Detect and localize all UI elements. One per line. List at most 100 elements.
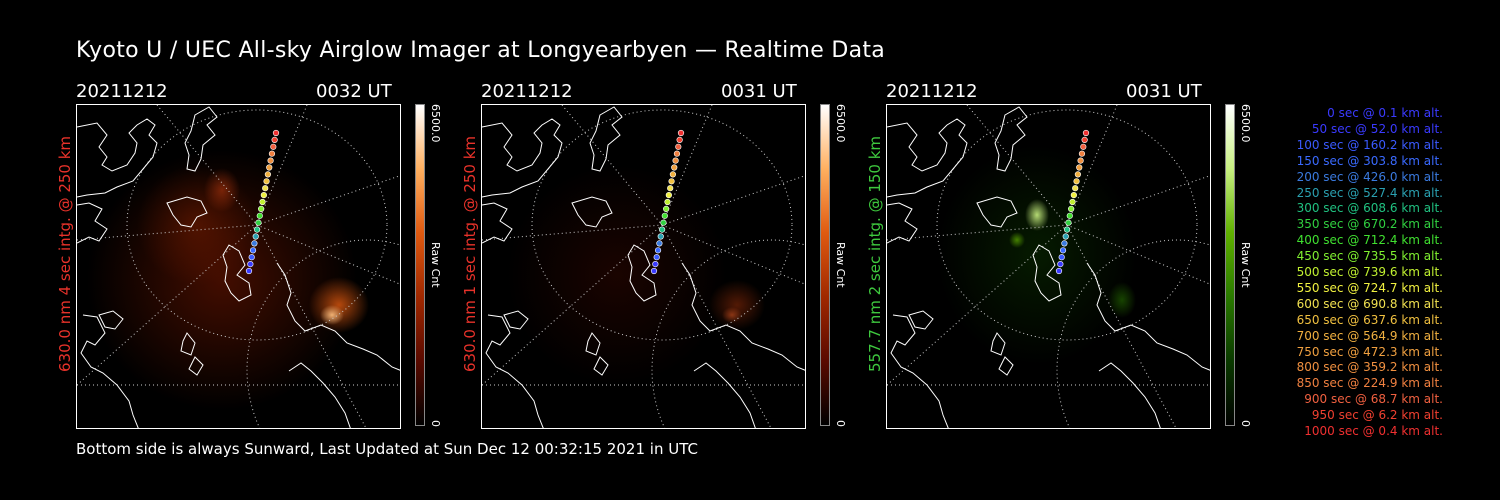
trajectory-dot	[1080, 143, 1087, 150]
trajectory-dot	[1069, 198, 1076, 206]
trajectory-dot	[271, 136, 278, 144]
legend-row: 0 sec @ 0.1 km alt.	[1327, 106, 1443, 120]
trajectory-dot	[251, 240, 258, 247]
legend-row: 950 sec @ 6.2 km alt.	[1311, 408, 1443, 423]
trajectory-dot	[1062, 233, 1069, 240]
trajectory-dot	[676, 136, 683, 144]
panel-2-time: 0031 UT	[721, 81, 797, 102]
trajectory-dot	[1074, 171, 1081, 178]
trajectory-dot	[650, 267, 658, 275]
trajectory-dot	[1076, 164, 1083, 171]
panel-3-date: 20211212	[886, 81, 978, 102]
panel-1-map	[77, 105, 400, 428]
trajectory-dot	[675, 143, 682, 150]
panel-3-time: 0031 UT	[1126, 81, 1202, 102]
trajectory-dot	[672, 157, 679, 164]
trajectory-dot	[652, 261, 659, 268]
trajectory-dot	[657, 233, 664, 240]
legend-row: 400 sec @ 712.4 km alt.	[1296, 233, 1443, 248]
trajectory-dot	[665, 191, 672, 199]
legend-row: 900 sec @ 68.7 km alt.	[1304, 392, 1443, 407]
trajectory-dot	[1077, 157, 1084, 164]
trajectory-dot	[654, 247, 662, 254]
legend-row: 800 sec @ 359.2 km alt.	[1296, 360, 1443, 375]
trajectory-dot	[653, 254, 660, 261]
trajectory-dot	[255, 219, 262, 226]
panel-1-date: 20211212	[76, 81, 168, 102]
trajectory-dot	[272, 129, 280, 137]
panel-2-colorbar	[820, 104, 830, 426]
trajectory-dot	[1057, 261, 1064, 268]
trajectory-dot	[1073, 178, 1080, 185]
trajectory-dot	[1082, 129, 1090, 137]
panel-1-ylabel: 630.0 nm 4 sec intg. @ 250 km	[56, 135, 74, 372]
trajectory-dot	[1058, 254, 1065, 261]
panel-2-image	[481, 104, 806, 429]
trajectory-dot	[245, 267, 253, 275]
legend-row: 1000 sec @ 0.4 km alt.	[1304, 424, 1443, 438]
trajectory-dot	[673, 150, 681, 157]
panel-1-colorbar-max: 6500.0	[429, 104, 442, 143]
trajectory-dot	[248, 254, 255, 261]
trajectory-dot	[263, 178, 270, 185]
panel-1-time: 0032 UT	[316, 81, 392, 102]
panel-2-date: 20211212	[481, 81, 573, 102]
legend-row: 50 sec @ 52.0 km alt.	[1311, 121, 1443, 136]
panel-3-colorbar-max: 6500.0	[1239, 104, 1252, 143]
trajectory-dot	[247, 261, 254, 268]
trajectory-dot	[270, 143, 277, 150]
panel-3-image	[886, 104, 1211, 429]
legend-row: 150 sec @ 303.8 km alt.	[1296, 153, 1443, 168]
legend-row: 350 sec @ 670.2 km alt.	[1296, 217, 1443, 232]
trajectory-dot	[266, 164, 273, 171]
trajectory-dot	[669, 171, 676, 178]
legend-row: 200 sec @ 426.0 km alt.	[1296, 169, 1443, 184]
panel-2-colorbar-max: 6500.0	[834, 104, 847, 143]
trajectory-dot	[249, 247, 257, 254]
trajectory-dot	[1061, 240, 1068, 247]
trajectory-dot	[1066, 212, 1073, 219]
legend-row: 300 sec @ 608.6 km alt.	[1296, 201, 1443, 216]
trajectory-dot	[664, 198, 671, 206]
trajectory-dot	[268, 150, 276, 157]
trajectory-dot	[1081, 136, 1088, 144]
trajectory-dot	[252, 233, 259, 240]
trajectory-dot	[254, 226, 261, 233]
panel-3-colorbar-min: 0	[1239, 420, 1252, 427]
legend-row: 750 sec @ 472.3 km alt.	[1296, 344, 1443, 359]
legend-row: 450 sec @ 735.5 km alt.	[1296, 249, 1443, 264]
panel-1-colorbar-min: 0	[429, 420, 442, 427]
panel-3-map	[887, 105, 1210, 428]
trajectory-dot	[258, 205, 265, 212]
panel-1-image	[76, 104, 401, 429]
panel-3-colorbar-label: Raw Cnt	[1239, 242, 1252, 288]
panel-3-colorbar	[1225, 104, 1235, 426]
trajectory-dot	[1059, 247, 1067, 254]
legend-row: 500 sec @ 739.6 km alt.	[1296, 265, 1443, 279]
trajectory-dot	[659, 226, 666, 233]
panel-2-colorbar-label: Raw Cnt	[834, 242, 847, 288]
trajectory-dot	[1064, 226, 1071, 233]
panel-1-colorbar	[415, 104, 425, 426]
trajectory-dot	[262, 185, 269, 192]
trajectory-dot	[660, 219, 667, 226]
page-title: Kyoto U / UEC All-sky Airglow Imager at …	[76, 38, 886, 63]
trajectory-dot	[1072, 185, 1079, 192]
legend-row: 850 sec @ 224.9 km alt.	[1296, 376, 1443, 391]
legend-row: 700 sec @ 564.9 km alt.	[1296, 328, 1443, 343]
panel-3-ylabel: 557.7 nm 2 sec intg. @ 150 km	[866, 135, 884, 372]
trajectory-dot	[671, 164, 678, 171]
legend-row: 600 sec @ 690.8 km alt.	[1296, 296, 1443, 311]
panel-2-ylabel: 630.0 nm 1 sec intg. @ 250 km	[461, 135, 479, 372]
trajectory-dot	[1055, 267, 1063, 275]
panel-2-colorbar-min: 0	[834, 420, 847, 427]
trajectory-dot	[663, 205, 670, 212]
legend-row: 100 sec @ 160.2 km alt.	[1296, 137, 1443, 152]
trajectory-dot	[1070, 191, 1077, 199]
legend-row: 650 sec @ 637.6 km alt.	[1296, 312, 1443, 327]
legend-row: 250 sec @ 527.4 km alt.	[1296, 185, 1443, 200]
panel-1-colorbar-label: Raw Cnt	[429, 242, 442, 288]
trajectory-dot	[260, 191, 267, 199]
panel-2-map	[482, 105, 805, 428]
trajectory-dot	[256, 212, 263, 219]
